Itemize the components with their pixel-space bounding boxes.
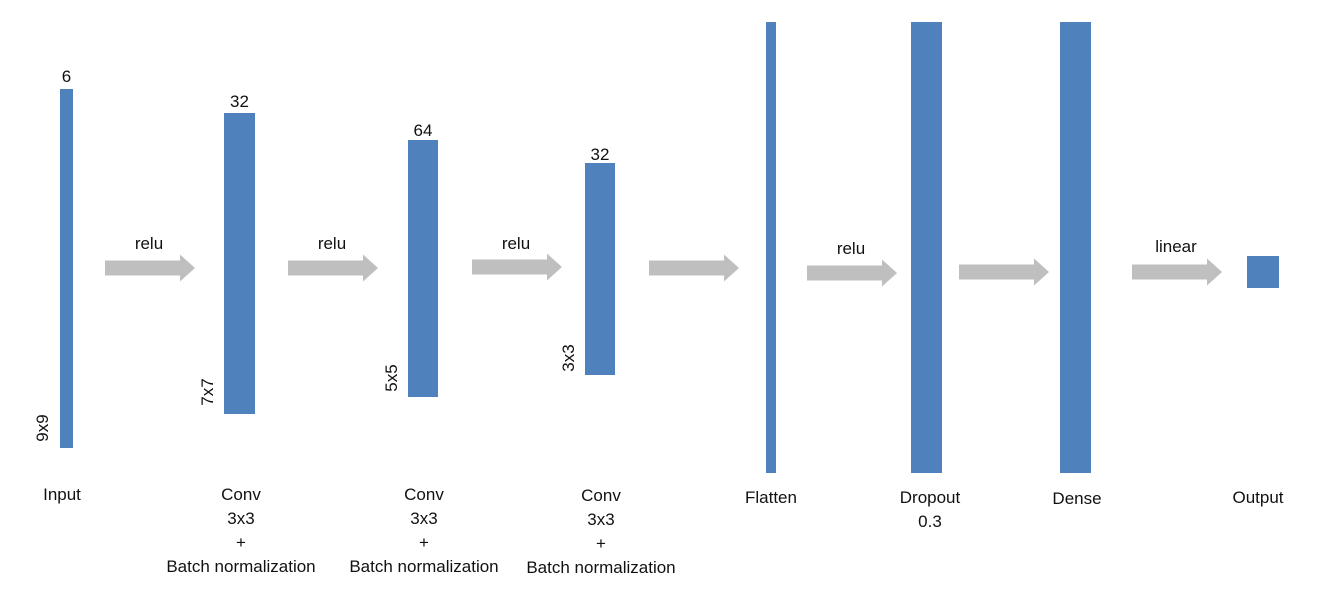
layer-bar-dense (1060, 22, 1091, 473)
layer-caption-conv1: + (236, 533, 246, 552)
layer-caption-input: Input (43, 485, 81, 504)
flow-arrow-5 (807, 259, 897, 287)
activation-label-3: relu (502, 234, 530, 253)
layer-caption-conv1: Batch normalization (166, 557, 315, 576)
layer-bar-conv1 (224, 113, 255, 414)
layer-size-label-input: 6 (62, 67, 71, 86)
layer-size-label-conv3: 32 (591, 145, 610, 164)
flow-arrow-7 (1132, 258, 1222, 286)
layer-caption-flatten: Flatten (745, 488, 797, 507)
layer-caption-dropout: 0.3 (918, 512, 942, 531)
layer-caption-conv3: + (596, 534, 606, 553)
layer-caption-conv3: Batch normalization (526, 558, 675, 577)
layer-caption-dropout: Dropout (900, 488, 961, 507)
layer-caption-output: Output (1232, 488, 1283, 507)
layer-bar-dropout (911, 22, 942, 473)
flow-arrow-4 (649, 254, 739, 282)
layer-kernel-label-conv3: 3x3 (559, 344, 578, 371)
layer-caption-conv2: + (419, 533, 429, 552)
activation-label-5: relu (837, 239, 865, 258)
activation-label-1: relu (135, 234, 163, 253)
layer-kernel-label-conv1: 7x7 (198, 378, 217, 405)
activation-label-7: linear (1155, 237, 1197, 256)
flow-arrow-2 (288, 254, 378, 282)
layer-bar-input (60, 89, 73, 448)
layer-bar-conv3 (585, 163, 615, 375)
layer-caption-conv1: 3x3 (227, 509, 254, 528)
layer-size-label-conv2: 64 (414, 121, 433, 140)
layer-bar-flatten (766, 22, 776, 473)
layer-caption-dense: Dense (1052, 489, 1101, 508)
layer-caption-conv2: Batch normalization (349, 557, 498, 576)
flow-arrow-6 (959, 258, 1049, 286)
layer-caption-conv1: Conv (221, 485, 261, 504)
flow-arrow-3 (472, 253, 562, 281)
layer-caption-conv3: 3x3 (587, 510, 614, 529)
layer-size-label-conv1: 32 (230, 92, 249, 111)
flow-arrow-1 (105, 254, 195, 282)
layer-kernel-label-conv2: 5x5 (382, 364, 401, 391)
layer-caption-conv3: Conv (581, 486, 621, 505)
activation-label-2: relu (318, 234, 346, 253)
layer-caption-conv2: 3x3 (410, 509, 437, 528)
layer-kernel-label-input: 9x9 (33, 414, 52, 441)
layer-caption-conv2: Conv (404, 485, 444, 504)
layer-bar-conv2 (408, 140, 438, 397)
layer-bar-output (1247, 256, 1279, 288)
